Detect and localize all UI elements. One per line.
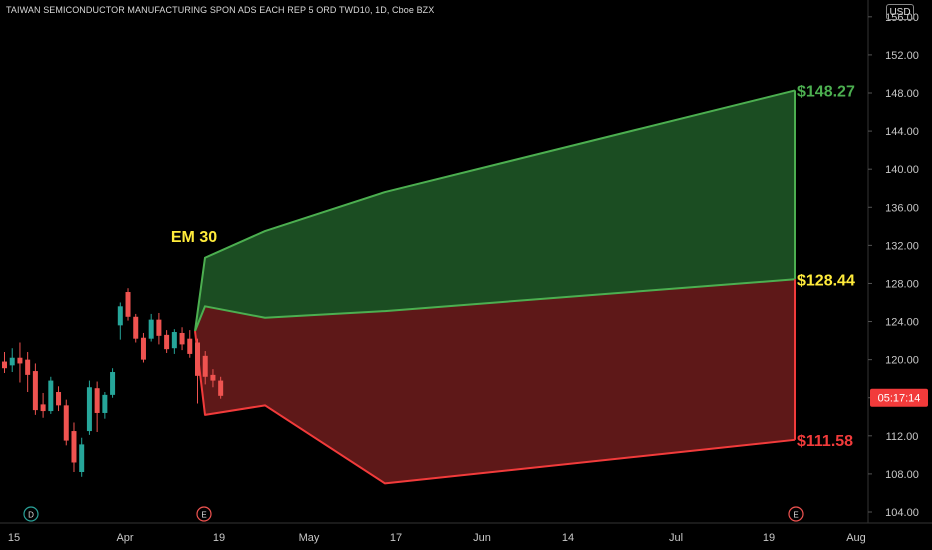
y-tick-label: 136.00 bbox=[885, 202, 919, 214]
event-marker[interactable] bbox=[196, 506, 212, 522]
em-annotation: EM 30 bbox=[171, 229, 217, 246]
x-tick-label: Apr bbox=[116, 532, 133, 544]
y-tick-label: 132.00 bbox=[885, 240, 919, 252]
x-tick-label: May bbox=[299, 532, 320, 544]
candle-body bbox=[187, 338, 193, 354]
mid-expected-move-line bbox=[194, 278, 796, 332]
candle-body bbox=[125, 292, 131, 317]
candle-body bbox=[210, 374, 216, 381]
upper-expected-move-area bbox=[195, 90, 795, 332]
chart-title: TAIWAN SEMICONDUCTOR MANUFACTURING SPON … bbox=[6, 5, 435, 15]
x-tick-label: Aug bbox=[846, 532, 866, 544]
candle-body bbox=[48, 380, 54, 412]
candle-body bbox=[102, 394, 108, 413]
upper-expected-move-line bbox=[194, 89, 796, 332]
y-tick-label: 152.00 bbox=[885, 50, 919, 62]
candle-body bbox=[140, 337, 146, 360]
candle-body bbox=[110, 372, 116, 395]
currency-button[interactable]: USD bbox=[886, 4, 914, 20]
y-tick-label: 104.00 bbox=[885, 507, 919, 519]
y-tick-label: 148.00 bbox=[885, 88, 919, 100]
event-marker-label: E bbox=[201, 511, 206, 520]
candle-body bbox=[56, 392, 62, 406]
mid-price-label: $128.44 bbox=[797, 272, 855, 289]
candle-body bbox=[94, 388, 100, 413]
x-tick-label: 19 bbox=[213, 532, 225, 544]
candle-body bbox=[2, 361, 7, 369]
candle-body bbox=[25, 359, 31, 375]
candle-body bbox=[86, 387, 92, 432]
y-tick-label: 144.00 bbox=[885, 126, 919, 138]
candle-body bbox=[195, 342, 200, 376]
candle-body bbox=[156, 319, 162, 336]
lower-expected-move-area bbox=[195, 279, 795, 484]
x-tick-label: 15 bbox=[8, 532, 20, 544]
candle-body bbox=[9, 357, 15, 366]
x-tick-label: 14 bbox=[562, 532, 574, 544]
countdown-label: 05:17:14 bbox=[878, 393, 921, 405]
candle-body bbox=[148, 319, 154, 339]
y-tick-label: 120.00 bbox=[885, 355, 919, 367]
candle-body bbox=[40, 404, 46, 412]
candle-body bbox=[32, 371, 38, 411]
candle-body bbox=[179, 332, 185, 345]
candle-body bbox=[17, 357, 23, 364]
candle-body bbox=[117, 306, 123, 326]
candle-body bbox=[171, 332, 177, 349]
y-tick-label: 156.00 bbox=[885, 12, 919, 24]
candle-body bbox=[63, 405, 69, 441]
x-tick-label: 19 bbox=[763, 532, 775, 544]
lower-price-label: $111.58 bbox=[797, 433, 853, 450]
y-tick-label: 124.00 bbox=[885, 317, 919, 329]
upper-price-label: $148.27 bbox=[797, 83, 855, 100]
x-tick-label: Jul bbox=[669, 532, 683, 544]
y-tick-label: 140.00 bbox=[885, 164, 919, 176]
y-tick-label: 112.00 bbox=[886, 431, 919, 443]
lower-expected-move-line bbox=[194, 330, 796, 485]
candle-body bbox=[133, 316, 139, 339]
event-marker-label: E bbox=[793, 511, 798, 520]
candle-body bbox=[218, 380, 224, 396]
countdown-tag bbox=[870, 388, 928, 407]
candle-body bbox=[79, 444, 85, 473]
event-marker[interactable] bbox=[23, 506, 39, 522]
x-tick-label: Jun bbox=[473, 532, 491, 544]
x-tick-label: 17 bbox=[390, 532, 402, 544]
event-marker[interactable] bbox=[788, 506, 804, 522]
y-tick-label: 128.00 bbox=[885, 278, 919, 290]
candle-body bbox=[202, 355, 208, 377]
y-tick-label: 108.00 bbox=[885, 469, 919, 481]
event-marker-label: D bbox=[28, 511, 34, 520]
candle-body bbox=[164, 334, 170, 350]
candle-body bbox=[71, 431, 77, 463]
